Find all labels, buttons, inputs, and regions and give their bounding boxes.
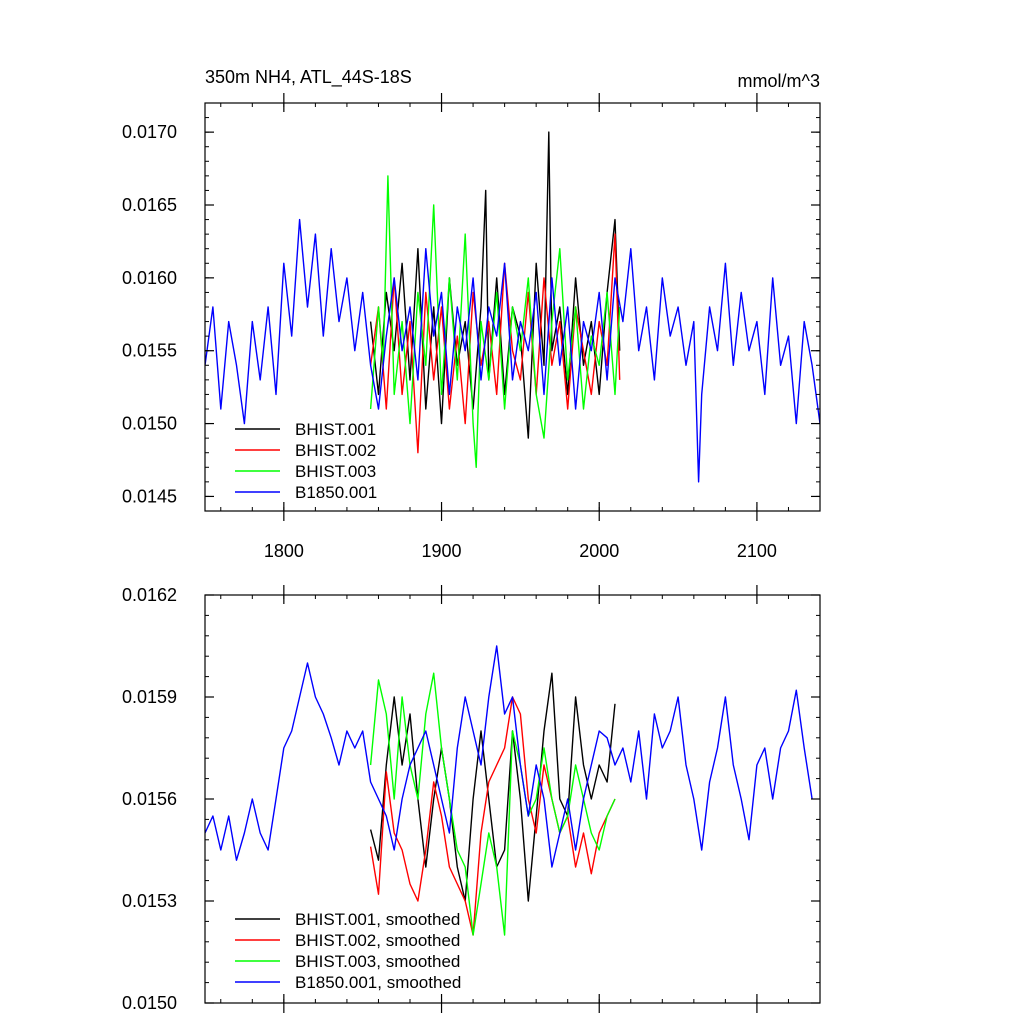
legend-label: BHIST.003, smoothed [295, 952, 460, 971]
legend: BHIST.001 BHIST.002 BHIST.003 B1850.001 [235, 420, 377, 502]
x-tick-label: 1800 [264, 541, 304, 561]
y-tick-label: 0.0155 [122, 341, 177, 361]
legend-label: BHIST.002 [295, 441, 376, 460]
x-tick-label: 1900 [422, 541, 462, 561]
legend-label: BHIST.002, smoothed [295, 931, 460, 950]
chart-panel-1: 0.0145 0.0150 0.0155 0.0160 0.0165 0.0170 1800… [122, 67, 821, 561]
series-line-1 [369, 672, 616, 902]
y-tick-label: 0.0150 [122, 414, 177, 434]
x-tick-label: 2100 [737, 541, 777, 561]
legend-label: B1850.001 [295, 483, 377, 502]
series-line-4 [205, 645, 813, 868]
legend-label: BHIST.003 [295, 462, 376, 481]
legend: BHIST.001, smoothed BHIST.002, smoothed BH… [235, 910, 461, 992]
series-line-2 [369, 233, 621, 454]
y-tick-label: 0.0162 [122, 585, 177, 605]
y-tick-label: 0.0159 [122, 687, 177, 707]
series-line-3 [369, 175, 621, 468]
chart-panel-2: 0.0150 0.0153 0.0156 0.0159 0.0162 BHIST.001,… [122, 585, 821, 1013]
series-line-4 [205, 218, 820, 483]
x-tick-label: 2000 [579, 541, 619, 561]
series-line-2 [369, 696, 616, 936]
y-tick-label: 0.0170 [122, 122, 177, 142]
y-tick-label: 0.0145 [122, 486, 177, 506]
legend-label: BHIST.001 [295, 420, 376, 439]
y-tick-label: 0.0150 [122, 993, 177, 1013]
series-line-1 [369, 131, 621, 439]
y-tick-label: 0.0165 [122, 195, 177, 215]
y-tick-label: 0.0160 [122, 268, 177, 288]
legend-label: BHIST.001, smoothed [295, 910, 460, 929]
series-line-3 [369, 672, 616, 936]
y-tick-label: 0.0153 [122, 891, 177, 911]
y-tick-label: 0.0156 [122, 789, 177, 809]
legend-label: B1850.001, smoothed [295, 973, 461, 992]
chart-title: 350m NH4, ATL_44S-18S [205, 67, 412, 88]
units-label: mmol/m^3 [738, 71, 820, 91]
